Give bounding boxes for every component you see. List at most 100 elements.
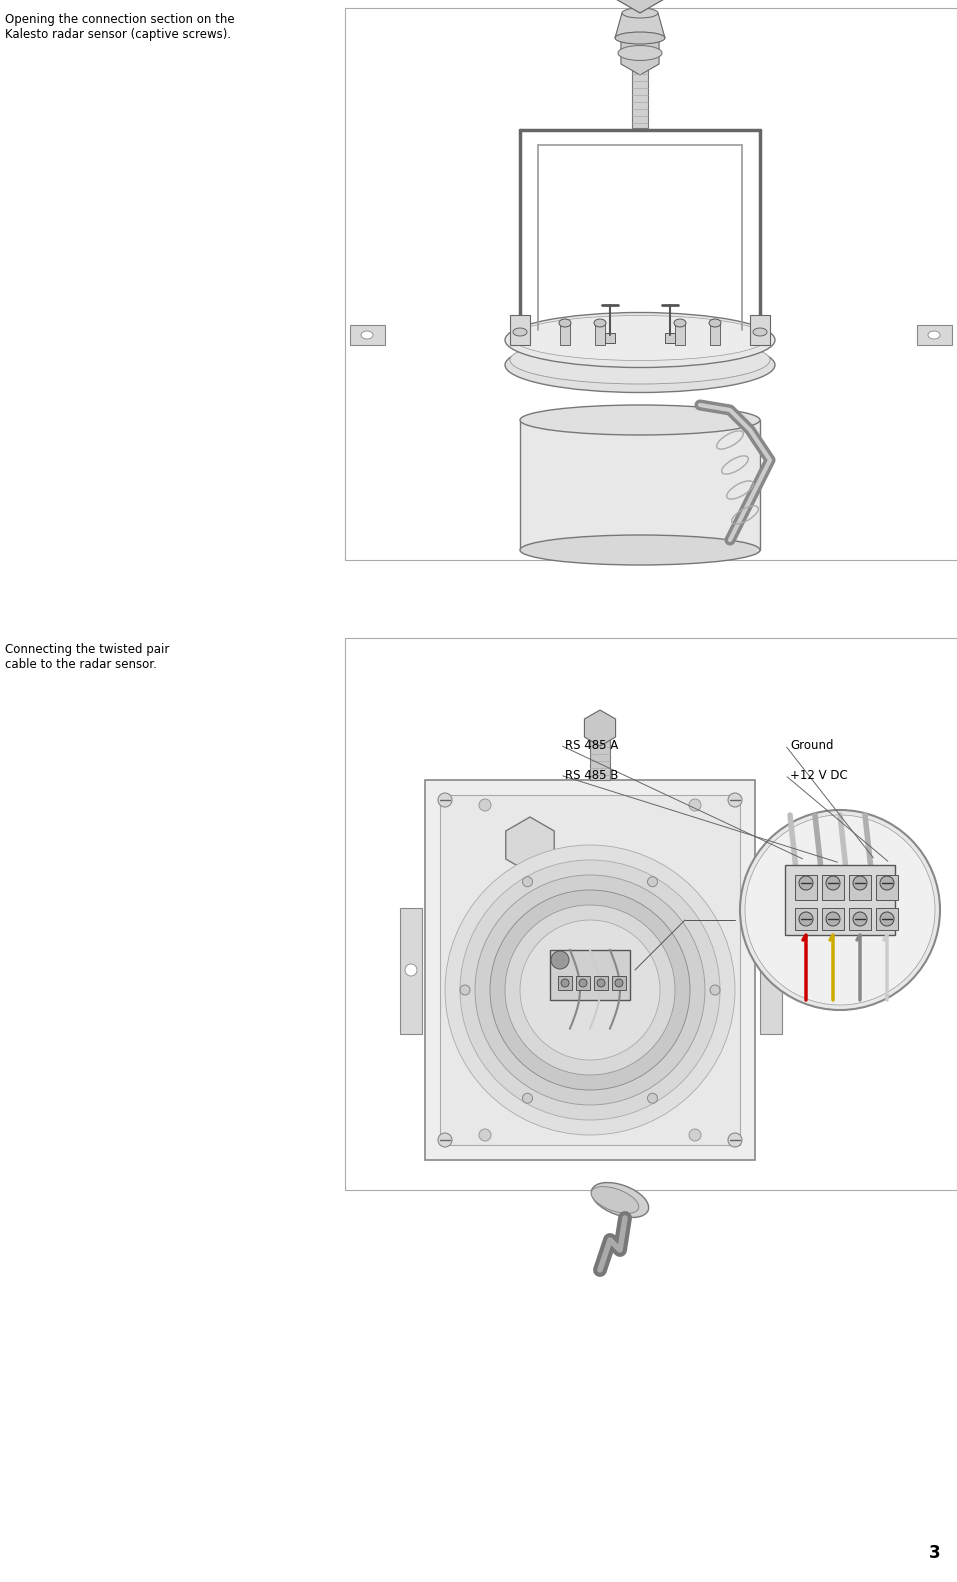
Bar [345, 8, 957, 560]
Ellipse shape [880, 876, 894, 891]
Bar [760, 908, 782, 1035]
Ellipse shape [475, 875, 705, 1104]
Bar [822, 875, 844, 900]
Ellipse shape [405, 963, 417, 976]
Ellipse shape [505, 313, 775, 367]
Ellipse shape [709, 320, 721, 327]
Ellipse shape [648, 876, 657, 888]
Text: +12 V DC: +12 V DC [790, 769, 848, 782]
Ellipse shape [615, 979, 623, 987]
Bar [750, 315, 770, 345]
Ellipse shape [880, 911, 894, 925]
Ellipse shape [551, 951, 569, 970]
Text: 3: 3 [928, 1544, 940, 1561]
Ellipse shape [523, 1093, 532, 1103]
Ellipse shape [479, 799, 491, 812]
Bar [675, 323, 685, 345]
Ellipse shape [438, 793, 452, 807]
Ellipse shape [513, 327, 527, 335]
Bar [558, 976, 572, 990]
Ellipse shape [505, 905, 675, 1076]
Ellipse shape [561, 979, 569, 987]
Bar [400, 908, 422, 1035]
Ellipse shape [710, 986, 720, 995]
Ellipse shape [520, 535, 760, 565]
Ellipse shape [594, 320, 606, 327]
Polygon shape [615, 0, 664, 13]
Bar [785, 865, 895, 935]
Ellipse shape [591, 1186, 638, 1213]
Bar [849, 908, 871, 930]
Bar [876, 875, 898, 900]
Bar [632, 68, 648, 128]
Bar [795, 875, 817, 900]
Bar [345, 638, 957, 1190]
Ellipse shape [728, 1133, 742, 1147]
Ellipse shape [445, 845, 735, 1134]
Text: Ground: Ground [790, 739, 834, 751]
Ellipse shape [520, 405, 760, 435]
Ellipse shape [559, 320, 571, 327]
Bar [350, 324, 385, 345]
Ellipse shape [740, 810, 940, 1009]
Bar [795, 908, 817, 930]
Ellipse shape [615, 32, 665, 44]
Text: Connecting the twisted pair
cable to the radar sensor.: Connecting the twisted pair cable to the… [5, 642, 169, 671]
Ellipse shape [728, 793, 742, 807]
Bar [612, 976, 626, 990]
Ellipse shape [674, 320, 686, 327]
Ellipse shape [765, 963, 777, 976]
Ellipse shape [753, 327, 767, 335]
Polygon shape [505, 816, 554, 873]
Ellipse shape [579, 979, 587, 987]
Ellipse shape [479, 1130, 491, 1141]
Bar [594, 976, 608, 990]
Bar [917, 324, 952, 345]
Text: Opening the connection section on the
Kalesto radar sensor (captive screws).: Opening the connection section on the Ka… [5, 13, 234, 41]
Bar [576, 976, 590, 990]
Ellipse shape [799, 911, 813, 925]
Ellipse shape [438, 1133, 452, 1147]
Ellipse shape [510, 335, 770, 384]
Ellipse shape [928, 331, 940, 339]
Bar [520, 419, 760, 551]
Bar [590, 740, 610, 780]
Ellipse shape [853, 911, 867, 925]
Polygon shape [585, 710, 615, 747]
Bar [550, 951, 630, 1000]
Ellipse shape [689, 1130, 701, 1141]
Ellipse shape [460, 986, 470, 995]
Ellipse shape [490, 891, 690, 1090]
Bar [440, 796, 740, 1145]
Bar [560, 323, 570, 345]
Ellipse shape [597, 979, 605, 987]
Ellipse shape [618, 46, 662, 60]
Ellipse shape [513, 315, 768, 361]
Bar [822, 908, 844, 930]
Ellipse shape [520, 921, 660, 1060]
Text: RS 485 B: RS 485 B [565, 769, 618, 782]
Ellipse shape [648, 1093, 657, 1103]
Ellipse shape [745, 815, 935, 1005]
Bar [710, 323, 720, 345]
Ellipse shape [826, 911, 840, 925]
Bar [510, 315, 530, 345]
Polygon shape [615, 13, 665, 38]
Ellipse shape [361, 331, 373, 339]
Bar [665, 332, 675, 343]
Bar [595, 323, 605, 345]
Ellipse shape [591, 1183, 649, 1218]
Ellipse shape [523, 876, 532, 888]
Ellipse shape [689, 799, 701, 812]
Bar [876, 908, 898, 930]
Bar [425, 780, 755, 1160]
Bar [849, 875, 871, 900]
Ellipse shape [799, 876, 813, 891]
Text: RS 485 A: RS 485 A [565, 739, 618, 751]
Polygon shape [621, 32, 659, 74]
Ellipse shape [853, 876, 867, 891]
Ellipse shape [826, 876, 840, 891]
Bar [605, 332, 615, 343]
Ellipse shape [505, 337, 775, 392]
Ellipse shape [622, 8, 658, 17]
